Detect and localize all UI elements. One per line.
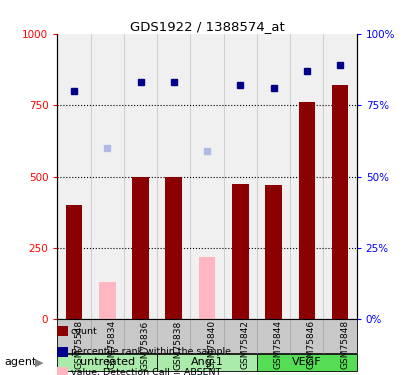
Bar <box>198 256 215 320</box>
Bar <box>57 354 157 371</box>
Bar <box>298 102 315 320</box>
Text: percentile rank within the sample: percentile rank within the sample <box>70 347 230 356</box>
Text: GSM75838: GSM75838 <box>173 320 182 370</box>
Bar <box>256 354 356 371</box>
Text: value, Detection Call = ABSENT: value, Detection Call = ABSENT <box>70 368 220 375</box>
Text: ▶: ▶ <box>35 357 43 368</box>
Text: VEGF: VEGF <box>291 357 321 368</box>
Text: agent: agent <box>4 357 36 368</box>
Text: GSM75842: GSM75842 <box>240 320 249 369</box>
Bar <box>57 320 356 353</box>
Title: GDS1922 / 1388574_at: GDS1922 / 1388574_at <box>129 20 284 33</box>
Text: count: count <box>70 327 97 336</box>
Text: GSM75848: GSM75848 <box>339 320 348 369</box>
Bar <box>65 205 82 320</box>
Bar <box>99 282 115 320</box>
Text: GSM75834: GSM75834 <box>107 320 116 369</box>
Text: GSM75836: GSM75836 <box>140 320 149 370</box>
Bar <box>331 85 348 320</box>
Bar <box>231 184 248 320</box>
Text: GSM75840: GSM75840 <box>207 320 216 369</box>
Text: untreated: untreated <box>79 357 135 368</box>
Bar <box>165 177 182 320</box>
Text: GSM75846: GSM75846 <box>306 320 315 369</box>
Text: Ang-1: Ang-1 <box>190 357 223 368</box>
Bar <box>265 185 281 320</box>
Text: GSM75844: GSM75844 <box>273 320 282 369</box>
Bar <box>132 177 148 320</box>
Text: GSM75548: GSM75548 <box>74 320 83 369</box>
Bar <box>157 354 256 371</box>
